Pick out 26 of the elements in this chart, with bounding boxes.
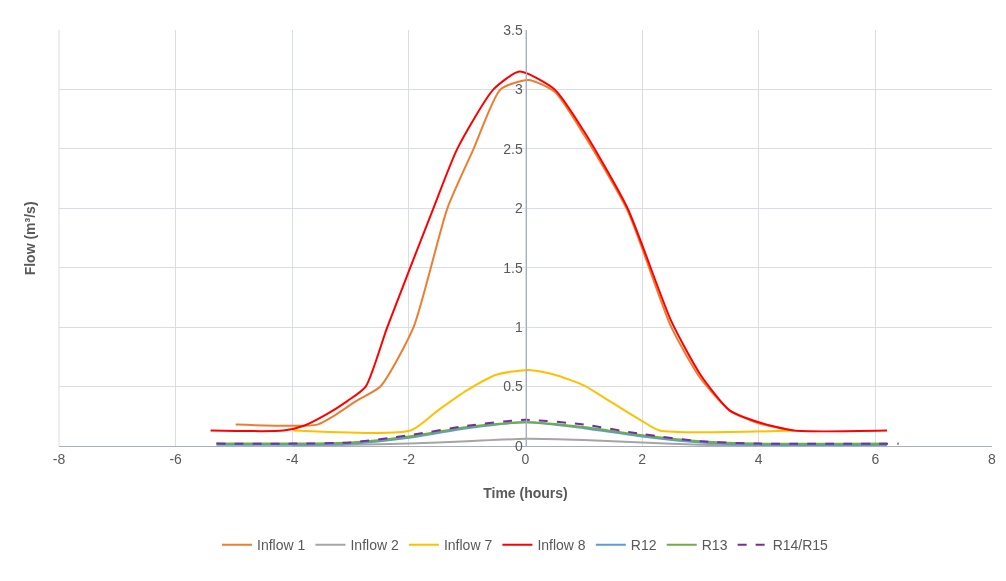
legend-label: R13 (701, 537, 728, 554)
y-axis-title: Flow (m³/s) (22, 201, 39, 276)
y-tick-label: 2.5 (503, 140, 523, 157)
legend-label: Inflow 8 (537, 537, 586, 554)
legend-label: R12 (630, 537, 657, 554)
x-tick-label: 8 (988, 450, 997, 467)
y-tick-label: 1 (514, 319, 523, 336)
y-tick-label: 3 (514, 81, 523, 98)
x-tick-label: -6 (169, 450, 183, 467)
y-tick-label: 1.5 (503, 259, 523, 276)
legend-label: Inflow 1 (257, 537, 306, 554)
y-tick-label: 0 (514, 437, 523, 454)
x-axis-title: Time (hours) (483, 485, 568, 501)
x-tick-label: -4 (286, 450, 299, 467)
x-tick-label: -2 (402, 450, 416, 467)
legend-label: Inflow 2 (350, 537, 399, 554)
x-tick-label: -8 (52, 450, 66, 467)
y-tick-label: 2 (514, 200, 523, 217)
y-tick-label: 0.5 (503, 378, 523, 395)
x-tick-label: 6 (871, 450, 880, 467)
x-tick-label: 4 (754, 450, 763, 467)
legend-label: R14/R15 (772, 537, 829, 554)
y-tick-label: 3.5 (503, 21, 523, 38)
x-tick-label: 2 (638, 450, 647, 467)
line-series (209, 70, 889, 433)
legend-label: Inflow 7 (443, 537, 493, 554)
